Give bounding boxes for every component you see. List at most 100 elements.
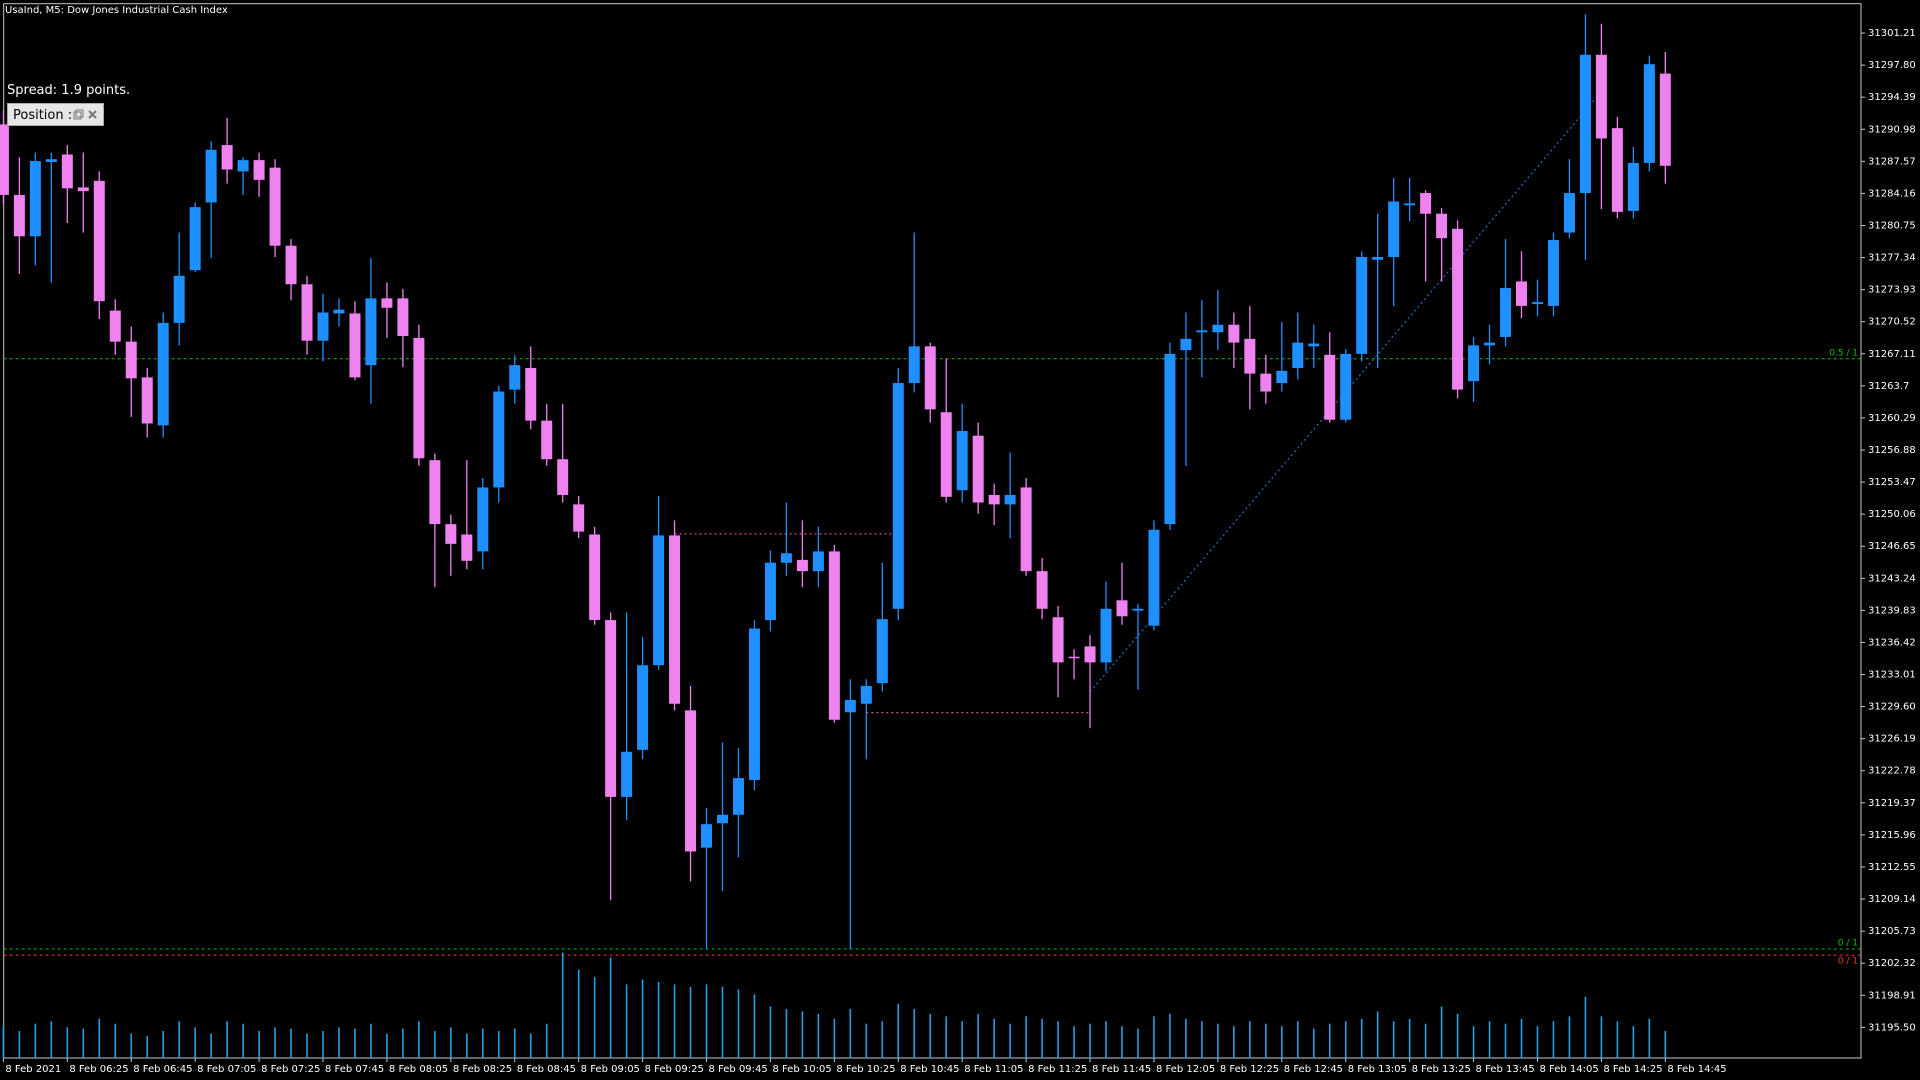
- candle-body: [477, 487, 489, 552]
- candle-body: [1420, 193, 1432, 214]
- x-tick-label: 8 Feb 14:45: [1667, 1064, 1726, 1075]
- candle-body: [1659, 73, 1671, 166]
- y-tick-label: 31229.60: [1868, 702, 1916, 713]
- y-tick-label: 31226.19: [1868, 734, 1916, 745]
- candle-body: [1180, 338, 1192, 351]
- x-tick-label: 8 Feb 14:05: [1539, 1064, 1598, 1075]
- candle-body: [1260, 373, 1272, 392]
- candle-body: [461, 534, 473, 561]
- x-tick-label: 8 Feb 09:05: [581, 1064, 640, 1075]
- candle-body: [1132, 608, 1144, 611]
- candle-body: [1356, 256, 1368, 354]
- candle-body: [173, 275, 185, 323]
- candle-body: [429, 460, 441, 525]
- spread-label: Spread: 1.9 points.: [7, 83, 131, 98]
- candle-body: [0, 124, 9, 195]
- candle-body: [732, 778, 744, 815]
- candle-body: [61, 154, 73, 189]
- candle-body: [701, 824, 713, 848]
- candle-body: [141, 377, 153, 424]
- candle-body: [1579, 54, 1591, 194]
- candle-body: [876, 619, 888, 684]
- y-tick-label: 31260.29: [1868, 413, 1916, 424]
- candle-body: [1468, 345, 1480, 382]
- candle-body: [237, 160, 249, 172]
- candle-body: [397, 298, 409, 337]
- candle-body: [828, 551, 840, 720]
- y-tick-label: 31256.88: [1868, 445, 1916, 456]
- x-tick-label: 8 Feb 07:45: [325, 1064, 384, 1075]
- y-tick-label: 31263.7: [1868, 381, 1909, 392]
- chart-title: UsaInd, M5: Dow Jones Industrial Cash In…: [5, 5, 228, 16]
- candle-body: [333, 309, 345, 314]
- candle-body: [573, 504, 585, 532]
- candle-body: [669, 535, 681, 704]
- x-tick-label: 8 Feb 10:05: [772, 1064, 831, 1075]
- candle-body: [189, 207, 201, 271]
- candle-body: [1228, 324, 1240, 343]
- candle-body: [285, 245, 297, 285]
- x-tick-label: 8 Feb 08:45: [517, 1064, 576, 1075]
- candle-body: [1164, 353, 1176, 525]
- y-tick-label: 31250.06: [1868, 509, 1916, 520]
- candle-body: [1627, 162, 1639, 211]
- candle-body: [13, 194, 25, 237]
- candle-body: [972, 435, 984, 503]
- candle-body: [1500, 288, 1512, 337]
- candle-body: [844, 700, 856, 713]
- y-tick-label: 31267.11: [1868, 349, 1916, 360]
- candle-body: [349, 313, 361, 378]
- candle-body: [109, 310, 121, 342]
- y-tick-label: 31219.37: [1868, 798, 1916, 809]
- candle-body: [1484, 342, 1496, 346]
- candle-body: [445, 524, 457, 544]
- x-tick-label: 8 Feb 09:25: [645, 1064, 704, 1075]
- y-tick-label: 31273.93: [1868, 285, 1916, 296]
- x-tick-label: 8 Feb 06:25: [69, 1064, 128, 1075]
- candle-body: [45, 159, 57, 163]
- y-tick-label: 31222.78: [1868, 766, 1916, 777]
- y-tick-label: 31195.50: [1868, 1022, 1916, 1033]
- x-tick-label: 8 Feb 14:25: [1603, 1064, 1662, 1075]
- candle-body: [1020, 487, 1032, 572]
- restore-icon[interactable]: [73, 111, 82, 120]
- close-icon[interactable]: [88, 110, 97, 119]
- candle-body: [860, 685, 872, 704]
- y-tick-label: 31205.73: [1868, 926, 1916, 937]
- position-panel[interactable]: Position :: [7, 103, 104, 126]
- candle-body: [605, 620, 617, 797]
- candle-body: [1563, 193, 1575, 233]
- candle-body: [1148, 529, 1160, 626]
- y-tick-label: 31253.47: [1868, 477, 1916, 488]
- candle-body: [1004, 494, 1016, 505]
- trade-line: [1089, 91, 1602, 693]
- candle-body: [796, 559, 808, 572]
- candle-body: [1531, 302, 1543, 305]
- y-tick-label: 31246.65: [1868, 541, 1916, 552]
- candle-body: [493, 391, 505, 488]
- candle-body: [812, 551, 824, 572]
- candle-body: [748, 628, 760, 780]
- y-tick-label: 31212.55: [1868, 862, 1916, 873]
- y-tick-label: 31239.83: [1868, 605, 1916, 616]
- x-tick-label: 8 Feb 13:45: [1476, 1064, 1535, 1075]
- candle-body: [653, 535, 665, 666]
- candle-body: [221, 145, 233, 170]
- candle-body: [157, 322, 169, 426]
- y-tick-label: 31297.80: [1868, 60, 1916, 71]
- candle-body: [29, 161, 41, 237]
- candle-body: [557, 459, 569, 495]
- candle-body: [1196, 330, 1208, 333]
- candle-body: [1292, 342, 1304, 368]
- level-label: 0 / 1: [1838, 938, 1858, 948]
- candle-body: [1643, 64, 1655, 163]
- candle-body: [621, 751, 633, 797]
- candle-body: [1212, 324, 1224, 333]
- candle-body: [509, 365, 521, 390]
- candle-body: [1276, 370, 1288, 384]
- x-tick-label: 8 Feb 10:45: [900, 1064, 959, 1075]
- y-tick-label: 31233.01: [1868, 670, 1916, 681]
- candle-body: [764, 562, 776, 621]
